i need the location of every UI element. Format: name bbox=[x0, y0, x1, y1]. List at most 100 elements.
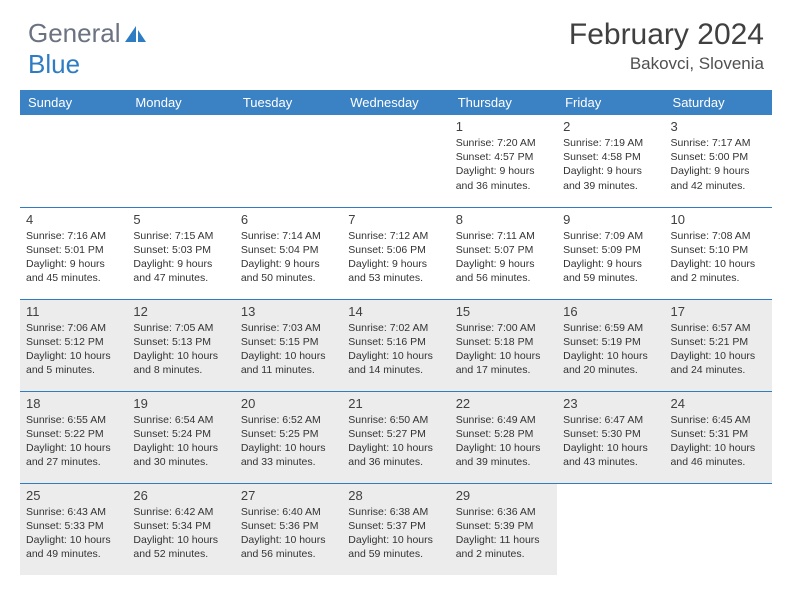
daylight-line: Daylight: 10 hours and 36 minutes. bbox=[348, 441, 445, 469]
day-header: Friday bbox=[557, 90, 664, 115]
calendar-day-cell: 24Sunrise: 6:45 AMSunset: 5:31 PMDayligh… bbox=[665, 391, 772, 483]
sunset-line: Sunset: 5:39 PM bbox=[456, 519, 553, 533]
sunrise-line: Sunrise: 7:09 AM bbox=[563, 229, 660, 243]
day-number: 14 bbox=[346, 302, 445, 321]
sunset-line: Sunset: 5:10 PM bbox=[671, 243, 768, 257]
calendar-day-cell: 25Sunrise: 6:43 AMSunset: 5:33 PMDayligh… bbox=[20, 483, 127, 575]
daylight-line: Daylight: 10 hours and 56 minutes. bbox=[241, 533, 338, 561]
daylight-line: Daylight: 9 hours and 56 minutes. bbox=[456, 257, 553, 285]
day-info: Sunrise: 6:57 AMSunset: 5:21 PMDaylight:… bbox=[669, 321, 768, 378]
day-info: Sunrise: 7:16 AMSunset: 5:01 PMDaylight:… bbox=[24, 229, 123, 286]
calendar-day-cell: 10Sunrise: 7:08 AMSunset: 5:10 PMDayligh… bbox=[665, 207, 772, 299]
daylight-line: Daylight: 9 hours and 59 minutes. bbox=[563, 257, 660, 285]
day-info: Sunrise: 7:05 AMSunset: 5:13 PMDaylight:… bbox=[131, 321, 230, 378]
logo-text: GeneralBlue bbox=[28, 18, 147, 80]
day-info: Sunrise: 6:52 AMSunset: 5:25 PMDaylight:… bbox=[239, 413, 338, 470]
daylight-line: Daylight: 10 hours and 8 minutes. bbox=[133, 349, 230, 377]
sunrise-line: Sunrise: 6:42 AM bbox=[133, 505, 230, 519]
sunrise-line: Sunrise: 7:11 AM bbox=[456, 229, 553, 243]
calendar-day-cell: 27Sunrise: 6:40 AMSunset: 5:36 PMDayligh… bbox=[235, 483, 342, 575]
sunset-line: Sunset: 5:33 PM bbox=[26, 519, 123, 533]
day-header: Wednesday bbox=[342, 90, 449, 115]
day-info: Sunrise: 6:50 AMSunset: 5:27 PMDaylight:… bbox=[346, 413, 445, 470]
calendar-day-cell: 1Sunrise: 7:20 AMSunset: 4:57 PMDaylight… bbox=[450, 115, 557, 207]
calendar-day-cell: 23Sunrise: 6:47 AMSunset: 5:30 PMDayligh… bbox=[557, 391, 664, 483]
day-info: Sunrise: 7:08 AMSunset: 5:10 PMDaylight:… bbox=[669, 229, 768, 286]
sunset-line: Sunset: 5:37 PM bbox=[348, 519, 445, 533]
day-number: 12 bbox=[131, 302, 230, 321]
calendar-day-cell: 17Sunrise: 6:57 AMSunset: 5:21 PMDayligh… bbox=[665, 299, 772, 391]
daylight-line: Daylight: 10 hours and 14 minutes. bbox=[348, 349, 445, 377]
day-number: 9 bbox=[561, 210, 660, 229]
sunset-line: Sunset: 5:09 PM bbox=[563, 243, 660, 257]
sunset-line: Sunset: 5:36 PM bbox=[241, 519, 338, 533]
calendar-day-cell: 8Sunrise: 7:11 AMSunset: 5:07 PMDaylight… bbox=[450, 207, 557, 299]
day-number: 2 bbox=[561, 117, 660, 136]
calendar-week-row: 4Sunrise: 7:16 AMSunset: 5:01 PMDaylight… bbox=[20, 207, 772, 299]
sunset-line: Sunset: 5:19 PM bbox=[563, 335, 660, 349]
day-info: Sunrise: 7:11 AMSunset: 5:07 PMDaylight:… bbox=[454, 229, 553, 286]
calendar-day-cell: 13Sunrise: 7:03 AMSunset: 5:15 PMDayligh… bbox=[235, 299, 342, 391]
day-number: 3 bbox=[669, 117, 768, 136]
day-number: 15 bbox=[454, 302, 553, 321]
day-info: Sunrise: 6:45 AMSunset: 5:31 PMDaylight:… bbox=[669, 413, 768, 470]
day-header: Thursday bbox=[450, 90, 557, 115]
sunrise-line: Sunrise: 7:08 AM bbox=[671, 229, 768, 243]
sunset-line: Sunset: 5:21 PM bbox=[671, 335, 768, 349]
daylight-line: Daylight: 10 hours and 2 minutes. bbox=[671, 257, 768, 285]
daylight-line: Daylight: 9 hours and 47 minutes. bbox=[133, 257, 230, 285]
daylight-line: Daylight: 10 hours and 59 minutes. bbox=[348, 533, 445, 561]
daylight-line: Daylight: 10 hours and 39 minutes. bbox=[456, 441, 553, 469]
calendar-day-cell: 11Sunrise: 7:06 AMSunset: 5:12 PMDayligh… bbox=[20, 299, 127, 391]
sunrise-line: Sunrise: 6:36 AM bbox=[456, 505, 553, 519]
day-info: Sunrise: 7:02 AMSunset: 5:16 PMDaylight:… bbox=[346, 321, 445, 378]
sunset-line: Sunset: 5:06 PM bbox=[348, 243, 445, 257]
sunrise-line: Sunrise: 7:02 AM bbox=[348, 321, 445, 335]
day-info: Sunrise: 7:19 AMSunset: 4:58 PMDaylight:… bbox=[561, 136, 660, 193]
daylight-line: Daylight: 10 hours and 27 minutes. bbox=[26, 441, 123, 469]
day-number: 21 bbox=[346, 394, 445, 413]
calendar-day-cell: 28Sunrise: 6:38 AMSunset: 5:37 PMDayligh… bbox=[342, 483, 449, 575]
sunrise-line: Sunrise: 6:52 AM bbox=[241, 413, 338, 427]
day-number: 1 bbox=[454, 117, 553, 136]
sunrise-line: Sunrise: 6:50 AM bbox=[348, 413, 445, 427]
sunrise-line: Sunrise: 7:15 AM bbox=[133, 229, 230, 243]
day-info: Sunrise: 7:17 AMSunset: 5:00 PMDaylight:… bbox=[669, 136, 768, 193]
day-number: 24 bbox=[669, 394, 768, 413]
daylight-line: Daylight: 10 hours and 52 minutes. bbox=[133, 533, 230, 561]
logo: GeneralBlue bbox=[28, 18, 147, 80]
sunrise-line: Sunrise: 7:03 AM bbox=[241, 321, 338, 335]
day-info: Sunrise: 6:47 AMSunset: 5:30 PMDaylight:… bbox=[561, 413, 660, 470]
daylight-line: Daylight: 10 hours and 46 minutes. bbox=[671, 441, 768, 469]
day-number: 10 bbox=[669, 210, 768, 229]
sunset-line: Sunset: 5:27 PM bbox=[348, 427, 445, 441]
sunrise-line: Sunrise: 6:47 AM bbox=[563, 413, 660, 427]
sunset-line: Sunset: 5:18 PM bbox=[456, 335, 553, 349]
empty-cell bbox=[235, 115, 342, 207]
day-info: Sunrise: 6:59 AMSunset: 5:19 PMDaylight:… bbox=[561, 321, 660, 378]
daylight-line: Daylight: 9 hours and 50 minutes. bbox=[241, 257, 338, 285]
day-number: 8 bbox=[454, 210, 553, 229]
calendar-week-row: 18Sunrise: 6:55 AMSunset: 5:22 PMDayligh… bbox=[20, 391, 772, 483]
day-number: 16 bbox=[561, 302, 660, 321]
day-number: 25 bbox=[24, 486, 123, 505]
day-info: Sunrise: 7:15 AMSunset: 5:03 PMDaylight:… bbox=[131, 229, 230, 286]
sunrise-line: Sunrise: 7:05 AM bbox=[133, 321, 230, 335]
day-info: Sunrise: 6:54 AMSunset: 5:24 PMDaylight:… bbox=[131, 413, 230, 470]
sunset-line: Sunset: 5:31 PM bbox=[671, 427, 768, 441]
sunrise-line: Sunrise: 6:55 AM bbox=[26, 413, 123, 427]
day-number: 22 bbox=[454, 394, 553, 413]
daylight-line: Daylight: 9 hours and 42 minutes. bbox=[671, 164, 768, 192]
daylight-line: Daylight: 9 hours and 39 minutes. bbox=[563, 164, 660, 192]
location-label: Bakovci, Slovenia bbox=[569, 54, 764, 74]
sunrise-line: Sunrise: 7:00 AM bbox=[456, 321, 553, 335]
daylight-line: Daylight: 9 hours and 53 minutes. bbox=[348, 257, 445, 285]
calendar-day-cell: 29Sunrise: 6:36 AMSunset: 5:39 PMDayligh… bbox=[450, 483, 557, 575]
sunset-line: Sunset: 5:30 PM bbox=[563, 427, 660, 441]
day-number: 5 bbox=[131, 210, 230, 229]
sunset-line: Sunset: 5:16 PM bbox=[348, 335, 445, 349]
day-info: Sunrise: 6:42 AMSunset: 5:34 PMDaylight:… bbox=[131, 505, 230, 562]
daylight-line: Daylight: 11 hours and 2 minutes. bbox=[456, 533, 553, 561]
daylight-line: Daylight: 10 hours and 49 minutes. bbox=[26, 533, 123, 561]
sunrise-line: Sunrise: 6:49 AM bbox=[456, 413, 553, 427]
